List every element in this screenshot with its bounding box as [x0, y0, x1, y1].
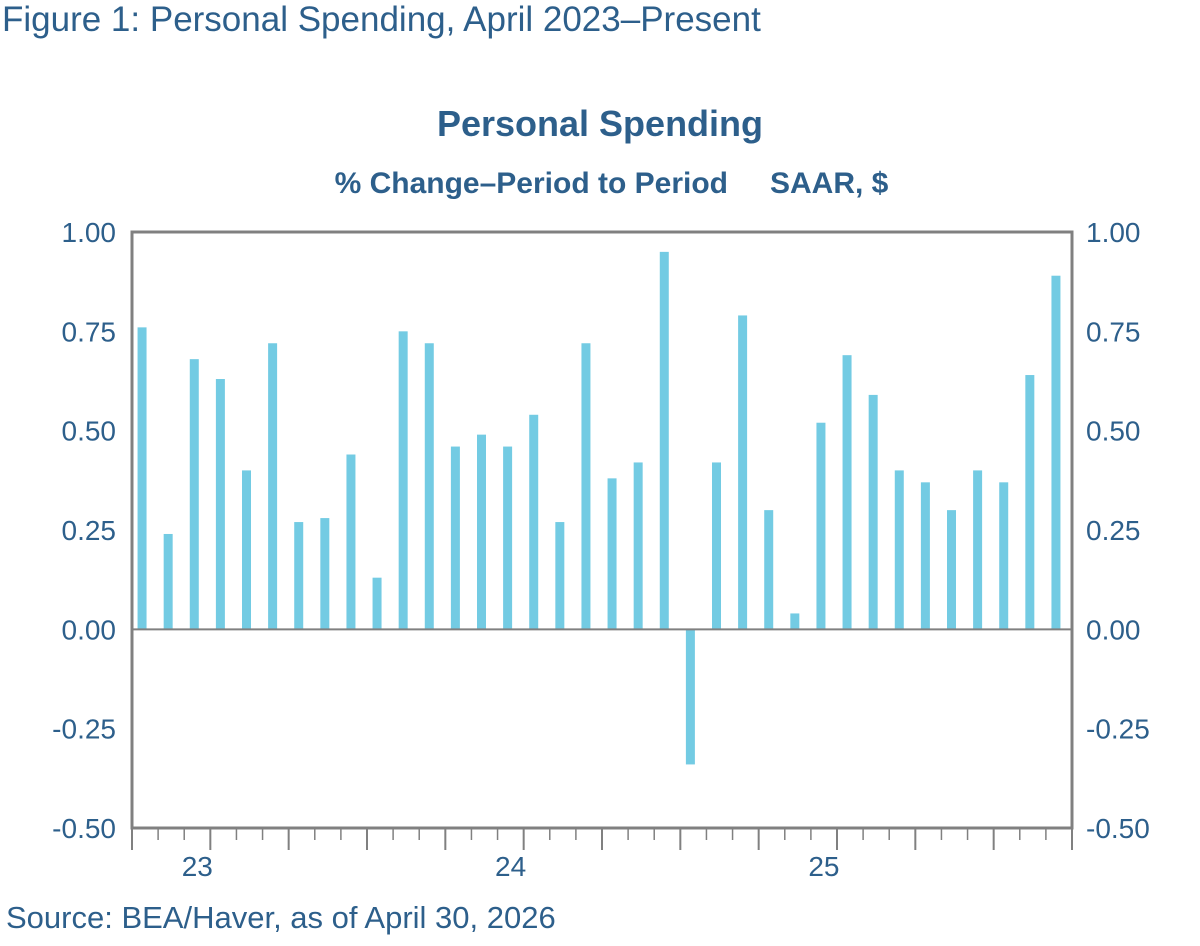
bar-2025-03 — [738, 315, 748, 630]
bar-2025-06 — [816, 422, 826, 630]
bar-2024-12 — [659, 251, 669, 630]
bar-2024-11 — [633, 462, 643, 630]
y-tick-left: -0.50 — [52, 813, 116, 844]
bar-2025-08 — [868, 394, 878, 630]
y-tick-right: 0.50 — [1086, 416, 1141, 447]
axes — [130, 230, 1074, 850]
chart-subtitle-basis: SAAR, $ — [770, 167, 889, 200]
y-tick-right: 0.75 — [1086, 316, 1141, 347]
y-tick-left: 0.50 — [62, 416, 117, 447]
bar-2025-12 — [973, 470, 983, 630]
bar-2024-01 — [372, 577, 382, 630]
bar-2025-02 — [712, 462, 721, 630]
bar-2025-01 — [685, 629, 695, 765]
y-tick-left: 1.00 — [62, 217, 117, 248]
chart-title: Personal Spending — [437, 103, 763, 144]
y-tick-right: 1.00 — [1086, 217, 1141, 248]
bar-2025-05 — [790, 613, 800, 630]
bar-2023-10 — [294, 522, 304, 630]
x-year-label: 25 — [808, 851, 839, 882]
tick-labels: 1.00 1.00 0.75 0.75 0.50 0.50 0.25 0.25 0.00 0.00… — [52, 217, 1150, 882]
bar-2023-04 — [137, 327, 147, 630]
x-year-label: 24 — [495, 851, 526, 882]
bar-2023-09 — [268, 343, 278, 630]
bar-2023-06 — [189, 359, 199, 630]
y-tick-right: -0.50 — [1086, 813, 1150, 844]
bar-2024-09 — [581, 343, 591, 630]
bar-2025-09 — [894, 470, 904, 630]
bar-2025-07 — [842, 355, 852, 630]
y-tick-left: 0.00 — [62, 614, 117, 645]
bar-series — [137, 251, 1061, 765]
bar-2026-01 — [999, 482, 1009, 630]
bar-2023-05 — [163, 533, 173, 630]
bar-2025-04 — [764, 510, 774, 630]
bar-2026-03 — [1051, 275, 1061, 630]
y-tick-left: 0.25 — [62, 515, 117, 546]
y-tick-left: -0.25 — [52, 714, 116, 745]
bar-2023-07 — [215, 379, 225, 630]
chart-subtitle-units: % Change–Period to Period — [335, 167, 728, 200]
bar-2024-05 — [477, 434, 486, 630]
source-note: Source: BEA/Haver, as of April 30, 2026 — [6, 900, 556, 935]
y-tick-left: 0.75 — [62, 316, 117, 347]
bar-2024-02 — [398, 331, 408, 630]
bar-2024-04 — [450, 446, 460, 630]
bar-2025-10 — [920, 482, 930, 630]
y-tick-right: 0.25 — [1086, 515, 1141, 546]
bar-2023-11 — [320, 518, 330, 630]
y-tick-right: 0.00 — [1086, 614, 1141, 645]
bar-2024-10 — [607, 478, 617, 630]
bar-2024-06 — [503, 446, 513, 630]
figure-title: Figure 1: Personal Spending, April 2023–… — [2, 0, 761, 39]
bar-2023-08 — [242, 470, 251, 630]
bar-2025-11 — [947, 510, 956, 630]
bar-2024-03 — [424, 343, 434, 630]
bar-2024-08 — [555, 522, 565, 630]
y-tick-right: -0.25 — [1086, 714, 1150, 745]
x-year-label: 23 — [182, 851, 213, 882]
bar-2024-07 — [529, 414, 539, 630]
bar-2026-02 — [1025, 375, 1035, 630]
bar-2023-12 — [346, 454, 356, 630]
